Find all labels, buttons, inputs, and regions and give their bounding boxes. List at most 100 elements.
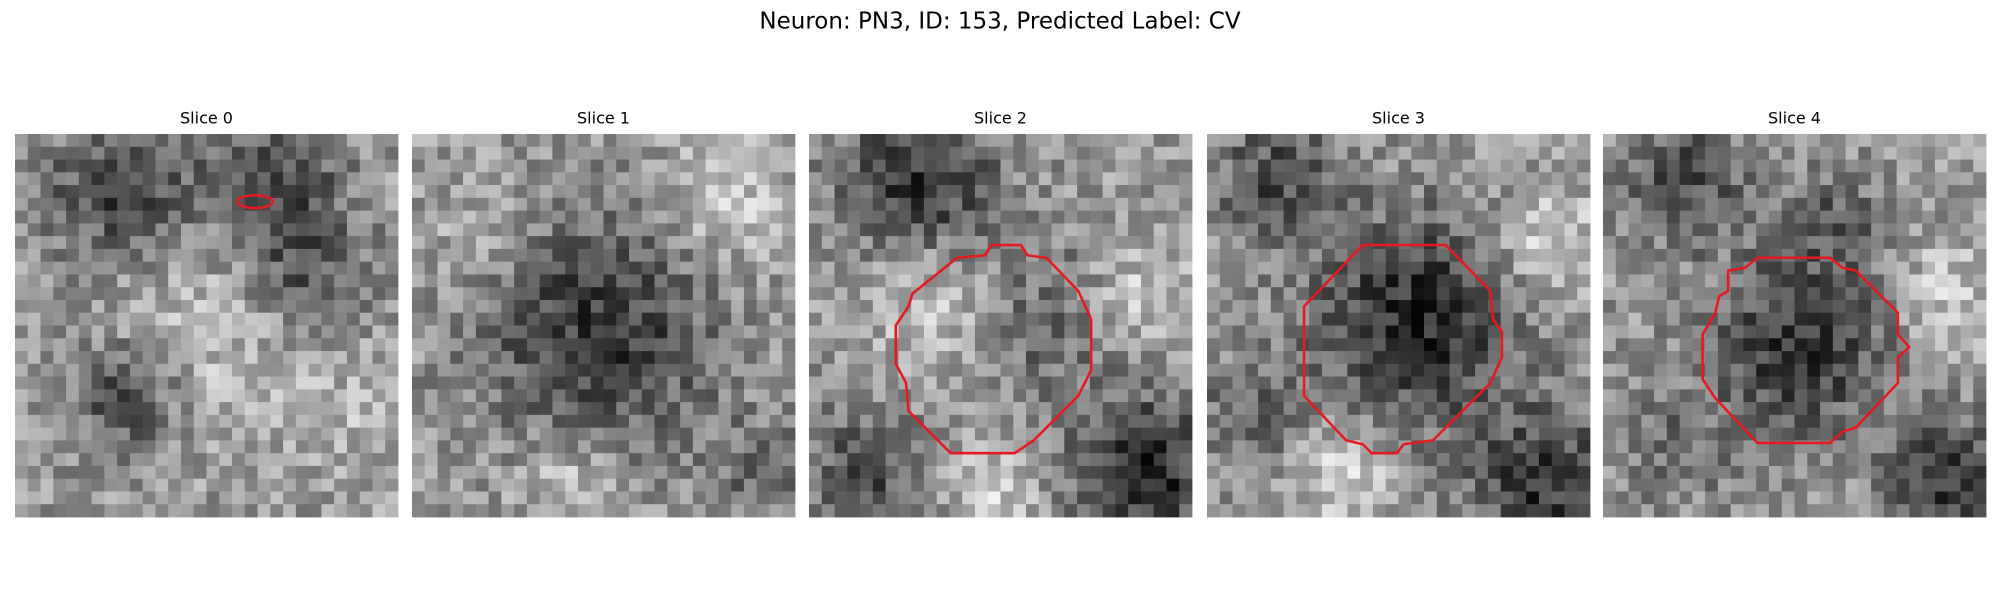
pixel [424,414,438,429]
pixel [104,159,118,173]
pixel [872,325,886,339]
pixel [1385,363,1399,377]
pixel [1947,491,1961,505]
pixel [488,491,502,505]
pixel [1820,159,1834,173]
pixel [91,146,105,160]
pixel [1487,159,1502,173]
pixel [680,453,694,467]
pixel [142,351,156,365]
pixel [1038,504,1052,518]
pixel [667,465,681,480]
pixel [1743,223,1757,237]
pixel [603,389,617,403]
pixel [1207,197,1221,211]
pixel [1449,325,1463,339]
pixel [1730,274,1744,288]
pixel [692,134,707,148]
pixel [974,312,989,326]
pixel [1960,172,1974,186]
pixel [731,440,745,454]
pixel [1934,312,1949,326]
pixel [206,389,220,403]
pixel [1628,134,1642,148]
pixel [603,504,617,518]
pixel [962,134,976,148]
pixel [1500,223,1514,237]
pixel [987,172,1001,186]
pixel [1654,312,1668,326]
pixel [809,465,823,480]
pixel [962,402,976,416]
pixel [1258,453,1272,467]
pixel [53,236,67,250]
pixel [40,312,54,326]
pixel [1794,312,1808,326]
pixel [244,287,258,301]
pixel [1436,287,1450,301]
pixel [1513,351,1527,365]
pixel [629,261,643,275]
pixel [577,414,592,429]
pixel [1321,376,1336,390]
pixel [1615,146,1629,160]
pixel [283,185,297,199]
pixel [1270,172,1284,186]
pixel [91,274,105,288]
pixel [629,427,643,441]
pixel [1424,274,1438,288]
pixel [1820,504,1834,518]
pixel [321,465,335,480]
pixel [321,504,335,518]
pixel [1615,134,1629,148]
pixel [1475,146,1489,160]
pixel [1232,299,1246,314]
pixel [53,402,67,416]
pixel [1973,465,1987,480]
pixel [117,338,131,352]
pixel [1026,312,1040,326]
pixel [1871,146,1885,160]
pixel [898,146,912,160]
pixel [142,287,156,301]
pixel [437,402,451,416]
pixel [1347,223,1361,237]
pixel [949,478,963,492]
pixel [782,338,796,352]
pixel [501,134,515,148]
pixel [743,236,758,250]
pixel [514,287,528,301]
pixel [424,376,438,390]
pixel [346,312,361,326]
pixel [629,491,643,505]
pixel [1128,274,1142,288]
pixel [27,274,41,288]
pixel [872,299,886,314]
pixel [463,338,477,352]
pixel [66,274,80,288]
pixel [834,325,848,339]
pixel [1296,172,1310,186]
pixel [1128,210,1142,224]
pixel [705,453,719,467]
pixel [1436,338,1450,352]
pixel [860,338,874,352]
pixel [295,185,310,199]
pixel [1794,299,1808,314]
pixel [1743,248,1757,263]
pixel [1883,159,1898,173]
pixel [1270,402,1284,416]
pixel [193,453,207,467]
pixel [898,172,912,186]
pixel [974,210,989,224]
pixel [1871,210,1885,224]
pixel [1947,261,1961,275]
pixel [1934,453,1949,467]
pixel [1321,261,1336,275]
pixel [244,376,258,390]
pixel [1615,248,1629,263]
pixel [1258,376,1272,390]
pixel [1960,440,1974,454]
pixel [142,504,156,518]
pixel [40,236,54,250]
